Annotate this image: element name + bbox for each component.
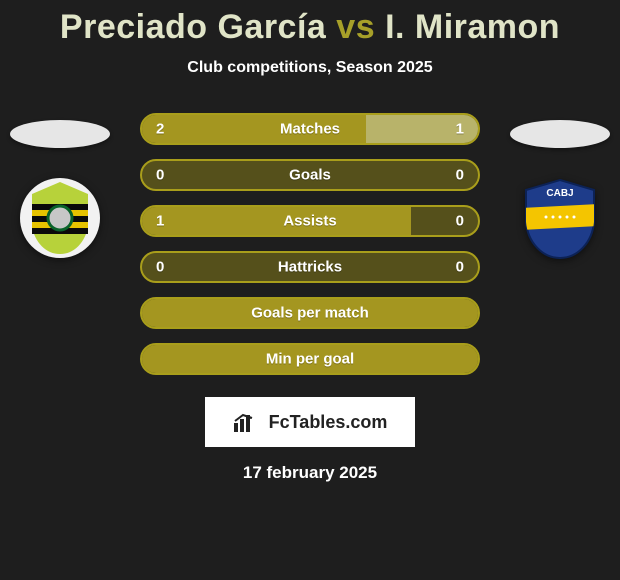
stat-row: Min per goal: [140, 343, 480, 375]
value-right: 0: [456, 213, 464, 230]
stat-label: Hattricks: [278, 259, 342, 276]
brand-badge[interactable]: FcTables.com: [205, 397, 415, 447]
value-left: 0: [156, 259, 164, 276]
value-right: 1: [456, 121, 464, 138]
value-right: 0: [456, 259, 464, 276]
brand-text: FcTables.com: [269, 412, 388, 433]
value-right: 0: [456, 167, 464, 184]
comparison-card: Preciado García vs I. Miramon Club compe…: [0, 0, 620, 483]
stat-label: Matches: [280, 121, 340, 138]
player-1-name: Preciado García: [60, 8, 326, 46]
stat-row: 2 1 Matches: [140, 113, 480, 145]
value-left: 0: [156, 167, 164, 184]
stat-row: Goals per match: [140, 297, 480, 329]
stat-label: Min per goal: [266, 351, 354, 368]
vs-separator: vs: [336, 8, 375, 46]
page-title: Preciado García vs I. Miramon: [0, 8, 620, 47]
date-label: 17 february 2025: [0, 463, 620, 483]
stat-label: Assists: [283, 213, 336, 230]
stat-row: 0 0 Hattricks: [140, 251, 480, 283]
stat-row: 1 0 Assists: [140, 205, 480, 237]
player-2-name: I. Miramon: [385, 8, 560, 46]
stat-rows: 2 1 Matches 0 0 Goals 1 0 Assists 0 0 Hattricks Goal…: [0, 113, 620, 375]
subtitle: Club competitions, Season 2025: [0, 59, 620, 77]
bar-left: [142, 207, 411, 235]
stat-label: Goals per match: [251, 305, 369, 322]
stat-label: Goals: [289, 167, 331, 184]
value-left: 1: [156, 213, 164, 230]
chart-icon: [233, 411, 263, 433]
value-left: 2: [156, 121, 164, 138]
stat-row: 0 0 Goals: [140, 159, 480, 191]
